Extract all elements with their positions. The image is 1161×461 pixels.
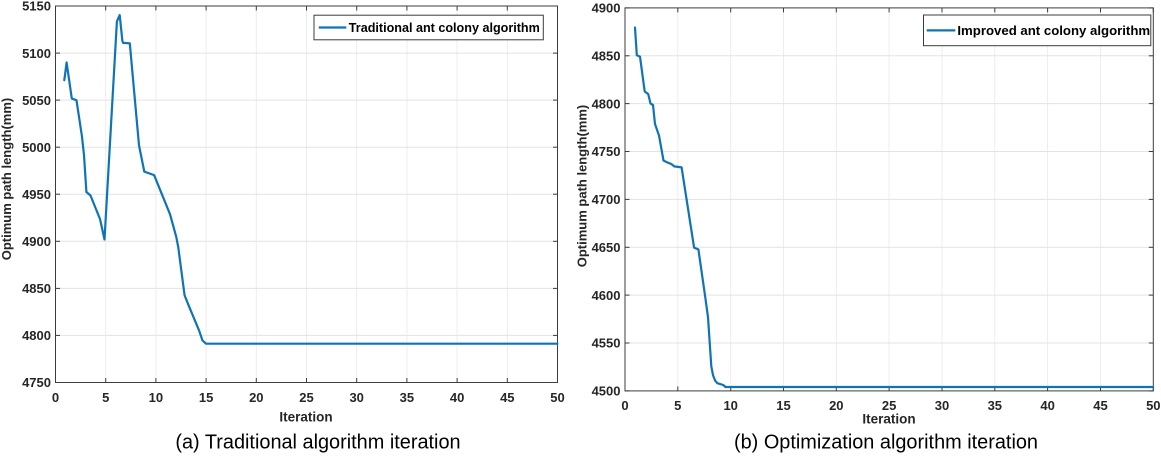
svg-text:10: 10 — [723, 398, 737, 413]
svg-text:4650: 4650 — [592, 240, 621, 255]
svg-text:0: 0 — [621, 398, 628, 413]
svg-text:30: 30 — [935, 398, 949, 413]
svg-text:35: 35 — [988, 398, 1002, 413]
svg-text:35: 35 — [400, 390, 414, 405]
svg-text:Improved ant colony algorithm: Improved ant colony algorithm — [957, 23, 1150, 38]
svg-text:(a) Traditional algorithm iter: (a) Traditional algorithm iteration — [175, 432, 460, 454]
svg-text:Traditional ant colony algorit: Traditional ant colony algorithm — [349, 21, 540, 35]
svg-text:0: 0 — [52, 390, 59, 405]
svg-text:Optimum path length(mm): Optimum path length(mm) — [0, 98, 14, 261]
svg-text:4750: 4750 — [592, 144, 621, 159]
svg-text:Iteration: Iteration — [862, 411, 915, 426]
svg-text:40: 40 — [450, 390, 464, 405]
svg-text:25: 25 — [299, 390, 313, 405]
svg-text:45: 45 — [1093, 398, 1107, 413]
svg-text:5: 5 — [674, 398, 681, 413]
svg-text:(b) Optimization algorithm ite: (b) Optimization algorithm iteration — [734, 432, 1038, 454]
svg-text:4500: 4500 — [592, 384, 621, 399]
svg-text:15: 15 — [199, 390, 213, 405]
svg-text:5100: 5100 — [22, 46, 51, 61]
svg-text:5000: 5000 — [22, 140, 51, 155]
svg-text:20: 20 — [249, 390, 263, 405]
svg-text:40: 40 — [1040, 398, 1054, 413]
svg-text:4850: 4850 — [592, 49, 621, 64]
svg-text:45: 45 — [500, 390, 514, 405]
svg-text:4850: 4850 — [22, 281, 51, 296]
svg-text:10: 10 — [149, 390, 163, 405]
svg-text:25: 25 — [882, 398, 896, 413]
svg-text:15: 15 — [776, 398, 790, 413]
svg-text:4550: 4550 — [592, 336, 621, 351]
svg-text:5050: 5050 — [22, 93, 51, 108]
svg-text:5150: 5150 — [22, 0, 51, 14]
svg-text:4700: 4700 — [592, 192, 621, 207]
svg-text:5: 5 — [102, 390, 109, 405]
svg-text:4600: 4600 — [592, 288, 621, 303]
svg-text:4950: 4950 — [22, 187, 51, 202]
svg-text:20: 20 — [829, 398, 843, 413]
svg-text:50: 50 — [1146, 398, 1160, 413]
svg-text:30: 30 — [349, 390, 363, 405]
svg-text:4800: 4800 — [22, 328, 51, 343]
svg-text:Iteration: Iteration — [279, 410, 332, 425]
svg-text:4750: 4750 — [22, 375, 51, 390]
svg-text:50: 50 — [550, 390, 564, 405]
svg-text:Optimum path length(mm): Optimum path length(mm) — [575, 105, 590, 268]
svg-text:4900: 4900 — [592, 1, 621, 16]
svg-text:4800: 4800 — [592, 96, 621, 111]
svg-text:4900: 4900 — [22, 234, 51, 249]
